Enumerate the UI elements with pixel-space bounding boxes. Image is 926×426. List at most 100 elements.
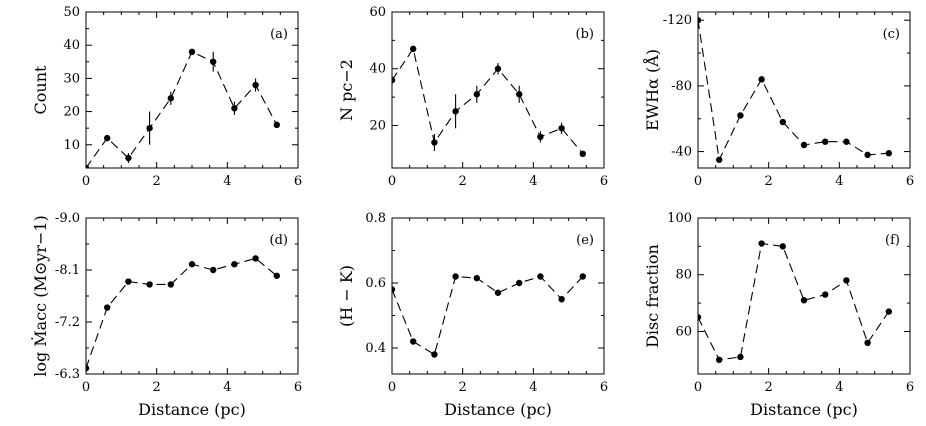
data-point-d: [188, 261, 196, 268]
series-line-a: [86, 51, 278, 168]
y-tick-label-d: -7.2: [55, 315, 80, 330]
panel-label-a: (a): [270, 27, 288, 42]
series-line-f: [698, 242, 890, 361]
data-point-c: [864, 151, 871, 159]
data-point-d: [252, 255, 259, 262]
data-point-b: [392, 76, 396, 84]
data-point-b: [431, 139, 438, 146]
x-axis-title-f: Distance (pc): [750, 400, 858, 419]
data-point-e: [516, 279, 523, 287]
x-tick-label-d: 6: [294, 380, 302, 395]
y-tick-label-c: -40: [671, 145, 692, 160]
x-tick-label-a: 0: [82, 174, 90, 189]
data-point-f: [843, 277, 850, 284]
x-tick-label-f: 6: [906, 380, 914, 395]
x-tick-label-a: 2: [153, 174, 161, 189]
data-point-a: [231, 105, 238, 112]
y-axis-title-c: EWHα (Å): [642, 49, 662, 131]
data-point-e: [579, 273, 586, 280]
data-point-c: [843, 138, 850, 145]
data-point-f: [822, 291, 829, 298]
data-point-e: [537, 273, 544, 280]
data-point-b: [473, 91, 480, 98]
panel-a: 0 2 4 6 10 20 30 40 50 (a) Count: [31, 5, 302, 189]
data-point-f: [885, 308, 892, 315]
y-tick-label-d: -6.3: [55, 367, 80, 382]
plot-frame-b: [391, 11, 605, 169]
data-point-a: [252, 81, 259, 89]
x-tick-label-a: 4: [223, 174, 231, 189]
data-point-d: [86, 365, 90, 372]
panel-e: 0 2 4 6 0.4 0.6 0.8 (e) (H − K) Distance (pc): [337, 211, 608, 419]
x-tick-label-c: 2: [765, 174, 773, 189]
panel-label-f: (f): [885, 233, 900, 248]
y-tick-label-c: -80: [671, 79, 692, 94]
x-tick-label-e: 2: [459, 380, 467, 395]
data-point-d: [146, 281, 153, 288]
plot-area-c: [698, 17, 892, 163]
x-tick-label-b: 2: [459, 174, 467, 189]
data-point-a: [273, 121, 280, 129]
series-line-e: [392, 275, 584, 356]
y-tick-label-c: -120: [663, 13, 692, 28]
data-point-f: [716, 356, 723, 364]
series-line-d: [86, 257, 278, 369]
series-line-b: [392, 47, 584, 155]
y-tick-label-f: 60: [675, 324, 692, 339]
x-tick-label-f: 2: [765, 380, 773, 395]
y-tick-label-e: 0.6: [365, 276, 386, 291]
data-point-e: [452, 273, 459, 280]
x-tick-label-c: 0: [694, 174, 702, 189]
y-tick-label-f: 80: [675, 268, 692, 283]
x-tick-label-e: 0: [388, 380, 396, 395]
data-point-c: [737, 112, 744, 119]
data-point-c: [800, 141, 808, 149]
data-point-f: [758, 240, 765, 247]
plot-area-a: [86, 48, 280, 168]
panel-label-b: (b): [576, 27, 594, 42]
y-axis-title-d: log Ṁacc (M⊙yr−1): [30, 215, 50, 377]
data-point-c: [698, 17, 702, 24]
data-point-f: [800, 297, 808, 304]
data-point-d: [125, 278, 132, 285]
data-point-f: [698, 314, 702, 321]
data-point-a: [210, 58, 217, 65]
data-point-d: [167, 281, 174, 288]
panel-c: 0 2 4 6 -120 -80 -40 (c) EWHα (Å): [642, 11, 914, 189]
x-tick-label-b: 6: [600, 174, 608, 189]
y-tick-label-e: 0.4: [365, 341, 386, 356]
data-point-c: [758, 76, 765, 83]
panel-label-e: (e): [576, 233, 594, 248]
data-point-e: [473, 274, 480, 282]
data-point-a: [146, 124, 153, 132]
panel-b: 0 2 4 6 20 40 60 (b) N pc−2: [337, 5, 608, 189]
x-tick-label-e: 6: [600, 380, 608, 395]
x-tick-label-d: 4: [223, 380, 231, 395]
data-point-b: [537, 133, 544, 140]
x-tick-label-d: 0: [82, 380, 90, 395]
data-point-a: [104, 134, 111, 142]
data-point-f: [737, 353, 744, 361]
plot-frame-e: [391, 217, 605, 375]
data-point-d: [231, 261, 238, 268]
data-point-d: [210, 266, 217, 274]
plot-frame-f: [697, 217, 911, 375]
y-axis-title-e: (H − K): [337, 265, 356, 327]
data-point-a: [125, 154, 132, 162]
data-point-c: [885, 150, 892, 157]
y-tick-label-f: 100: [667, 211, 692, 226]
x-axis-title-d: Distance (pc): [138, 400, 246, 419]
x-tick-label-e: 4: [529, 380, 537, 395]
x-tick-label-f: 0: [694, 380, 702, 395]
data-point-c: [779, 118, 786, 126]
data-point-a: [167, 95, 174, 102]
x-tick-label-c: 6: [906, 174, 914, 189]
x-tick-label-f: 4: [835, 380, 843, 395]
plot-area-d: [86, 255, 280, 372]
plot-area-f: [698, 240, 892, 364]
data-point-b: [410, 45, 417, 53]
data-point-a: [188, 48, 196, 56]
y-tick-label-a: 50: [63, 5, 80, 20]
data-point-e: [558, 296, 565, 303]
x-tick-label-b: 4: [529, 174, 537, 189]
